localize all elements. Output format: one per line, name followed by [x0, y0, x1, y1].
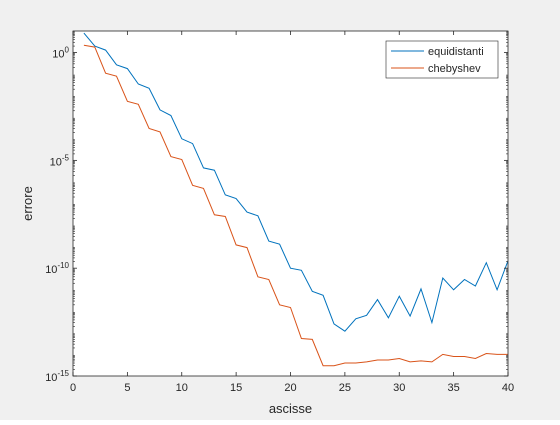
y-tick-label: 10-15	[45, 369, 69, 384]
x-tick-label: 10	[176, 382, 188, 394]
y-axis: 10-15 10-10 10-5 100	[45, 31, 508, 384]
x-tick-label: 30	[393, 382, 405, 394]
series-line-chebyshev	[83, 44, 508, 367]
legend-label-equidistanti: equidistanti	[428, 46, 484, 58]
x-tick-label: 20	[284, 382, 296, 394]
plot-area	[73, 31, 508, 376]
x-tick-label: 40	[502, 382, 514, 394]
x-tick-label: 25	[339, 382, 351, 394]
y-tick-label: 10-10	[45, 261, 69, 276]
x-tick-label: 15	[230, 382, 242, 394]
x-tick-label: 0	[70, 382, 76, 394]
legend-label-chebyshev: chebyshev	[428, 63, 481, 75]
x-axis: 0 5 10 15 20 25 30 35 40	[70, 31, 514, 394]
series-layer	[83, 32, 508, 367]
x-tick-label: 5	[124, 382, 130, 394]
y-axis-label: errore	[20, 186, 35, 221]
legend: equidistanti chebyshev	[385, 40, 499, 79]
x-tick-label: 35	[448, 382, 460, 394]
x-axis-label: ascisse	[269, 401, 312, 416]
y-tick-label: 100	[52, 46, 69, 61]
series-line-equidistanti	[83, 32, 508, 332]
legend-box	[385, 40, 499, 79]
y-tick-label: 10-5	[50, 153, 70, 168]
